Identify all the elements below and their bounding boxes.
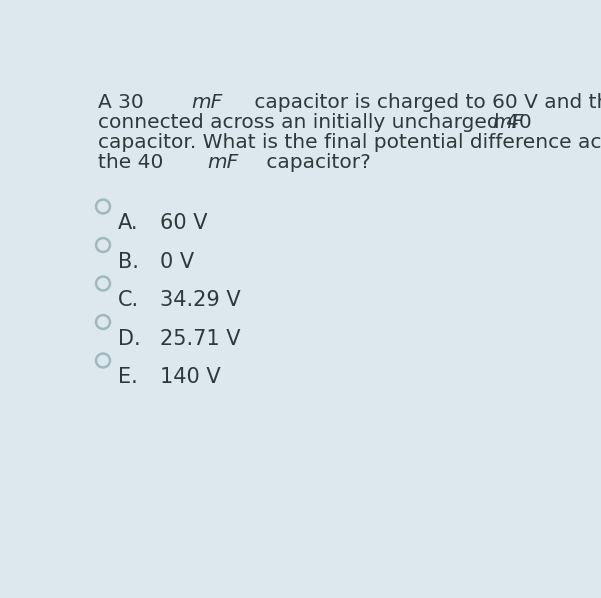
Text: C.: C. (118, 291, 139, 310)
Text: 60 V: 60 V (160, 213, 208, 233)
Text: 0 V: 0 V (160, 252, 195, 272)
Text: the 40: the 40 (99, 153, 170, 172)
Text: mF: mF (192, 93, 223, 112)
Text: 25.71 V: 25.71 V (160, 329, 241, 349)
Text: capacitor is charged to 60 V and then: capacitor is charged to 60 V and then (248, 93, 601, 112)
Text: capacitor?: capacitor? (260, 153, 370, 172)
Text: A 30: A 30 (99, 93, 150, 112)
Text: D.: D. (118, 329, 141, 349)
Text: A.: A. (118, 213, 138, 233)
Text: mF: mF (207, 153, 238, 172)
Text: connected across an initially uncharged 40: connected across an initially uncharged … (99, 114, 538, 132)
Text: E.: E. (118, 367, 138, 388)
Text: mF: mF (492, 114, 523, 132)
Text: 34.29 V: 34.29 V (160, 291, 241, 310)
Text: 140 V: 140 V (160, 367, 221, 388)
Text: capacitor. What is the final potential difference across: capacitor. What is the final potential d… (99, 133, 601, 152)
Text: B.: B. (118, 252, 139, 272)
